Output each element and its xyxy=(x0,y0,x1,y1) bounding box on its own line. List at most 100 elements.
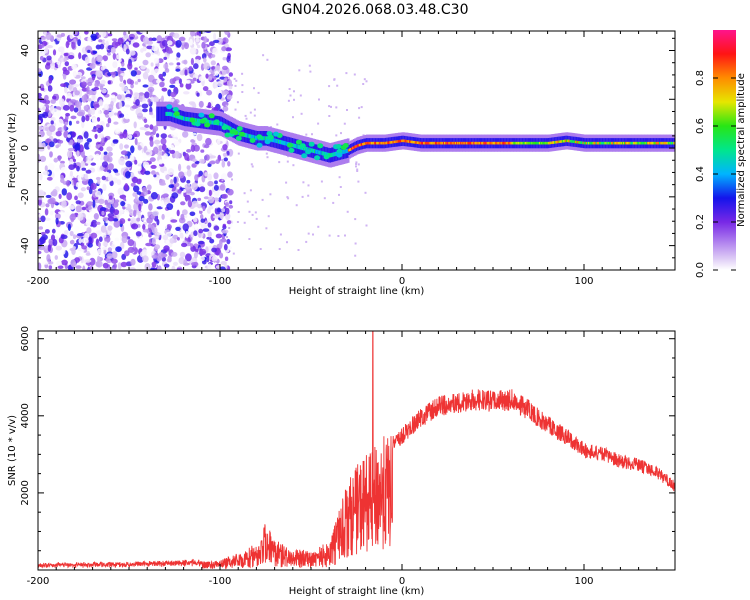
heatmap-cell xyxy=(169,84,176,88)
heatmap-cell xyxy=(301,153,308,159)
heatmap-cell xyxy=(193,63,199,70)
heatmap-cell xyxy=(133,202,139,211)
heatmap-cell xyxy=(328,115,331,117)
heatmap-cell xyxy=(235,79,238,82)
heatmap-cell xyxy=(61,188,67,196)
heatmap-cell xyxy=(273,131,279,137)
heatmap-cell xyxy=(91,219,98,228)
heatmap-cell xyxy=(75,205,83,213)
heatmap-cell xyxy=(474,141,477,145)
heatmap-cell xyxy=(323,154,330,160)
heatmap-cell xyxy=(229,126,232,131)
heatmap-cell xyxy=(299,143,306,149)
heatmap-cell xyxy=(39,173,43,181)
heatmap-cell xyxy=(225,47,232,52)
heatmap-cell xyxy=(71,41,76,49)
heatmap-cell xyxy=(344,234,346,237)
heatmap-cell xyxy=(74,195,78,201)
heatmap-cell xyxy=(503,141,506,145)
heatmap-cell xyxy=(620,141,623,145)
heatmap-cell xyxy=(142,224,146,230)
heatmap-cell xyxy=(312,233,314,236)
heatmap-cell xyxy=(48,125,56,132)
heatmap-cell xyxy=(244,114,247,117)
heatmap-cell xyxy=(186,149,192,153)
heatmap-cell xyxy=(305,133,308,136)
heatmap-cell xyxy=(130,145,135,154)
heatmap-cell xyxy=(73,158,76,163)
heatmap-cell xyxy=(209,238,215,244)
heatmap-cell xyxy=(129,154,134,162)
heatmap-cell xyxy=(440,141,443,145)
heatmap-cell xyxy=(227,77,230,80)
heatmap-cell xyxy=(60,234,68,240)
heatmap-cell xyxy=(513,141,516,145)
heatmap-cell xyxy=(156,219,160,226)
heatmap-cell xyxy=(136,209,140,216)
heatmap-cell xyxy=(68,164,76,171)
heatmap-cell xyxy=(150,267,155,270)
heatmap-cell xyxy=(149,124,154,130)
heatmap-cell xyxy=(600,141,602,145)
heatmap-cell xyxy=(177,114,180,119)
heatmap-cell xyxy=(357,180,360,183)
heatmap-cell xyxy=(161,40,169,47)
heatmap-cell xyxy=(161,213,165,220)
heatmap-cell xyxy=(117,66,121,75)
heatmap-cell xyxy=(207,173,213,181)
heatmap-cell xyxy=(129,99,134,107)
heatmap-cell xyxy=(247,133,250,138)
heatmap-cell xyxy=(78,52,82,60)
heatmap-cell xyxy=(286,160,289,163)
heatmap-cell xyxy=(167,40,173,46)
heatmap-cell xyxy=(147,211,152,215)
heatmap-cell xyxy=(576,140,578,144)
heatmap-cell xyxy=(107,80,112,85)
heatmap-cell xyxy=(287,142,293,148)
heatmap-cell xyxy=(355,165,357,168)
heatmap-cell xyxy=(69,213,76,221)
heatmap-cell xyxy=(163,56,167,61)
heatmap-cell xyxy=(191,182,199,191)
heatmap-cell xyxy=(204,154,210,161)
heatmap-cell xyxy=(483,141,486,145)
heatmap-cell xyxy=(316,149,319,154)
heatmap-cell xyxy=(150,224,155,231)
heatmap-cell xyxy=(141,217,147,221)
heatmap-cell xyxy=(199,118,206,124)
heatmap-cell xyxy=(120,261,128,268)
heatmap-cell xyxy=(278,248,281,250)
heatmap-cell xyxy=(158,159,163,165)
heatmap-cell xyxy=(353,73,356,76)
heatmap-cell xyxy=(244,133,246,137)
heatmap-cell xyxy=(215,159,220,165)
heatmap-cell xyxy=(292,143,295,148)
heatmap-cell xyxy=(228,72,233,77)
heatmap-cell xyxy=(206,89,213,96)
heatmap-cell xyxy=(466,141,469,145)
heatmap-cell xyxy=(46,254,51,263)
heatmap-cell xyxy=(112,52,117,60)
heatmap-cell xyxy=(74,143,81,152)
heatmap-cell xyxy=(41,36,46,40)
heatmap-cell xyxy=(343,149,346,154)
heatmap-cell xyxy=(94,81,99,88)
heatmap-cell xyxy=(299,94,302,97)
heatmap-cell xyxy=(214,81,218,89)
heatmap-cell xyxy=(375,141,378,145)
heatmap-cell xyxy=(411,140,414,144)
heatmap-cell xyxy=(171,251,178,257)
x-axis-label: Height of straight line (km) xyxy=(289,286,425,297)
heatmap-cell xyxy=(610,141,613,145)
heatmap-cell xyxy=(198,112,205,118)
heatmap-cell xyxy=(124,250,130,257)
heatmap-cell xyxy=(206,208,211,214)
heatmap-cell xyxy=(197,197,202,201)
heatmap-cell xyxy=(40,215,46,223)
heatmap-cell xyxy=(185,79,191,84)
heatmap-cell xyxy=(531,141,534,145)
heatmap-cell xyxy=(356,170,359,172)
heatmap-cell xyxy=(139,95,143,103)
heatmap-cell xyxy=(82,265,86,270)
heatmap-cell xyxy=(173,76,181,81)
